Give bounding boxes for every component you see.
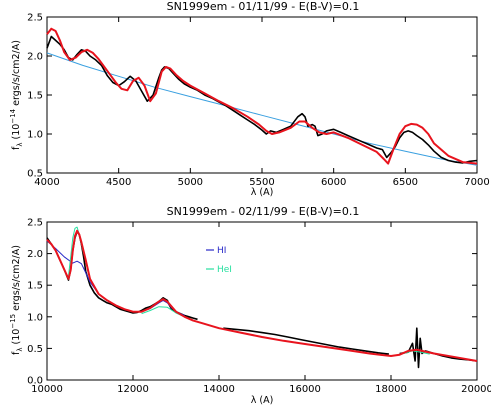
y-axis-symbol: f <box>11 351 22 355</box>
x-axis-ticks: 10000 12000 14000 16000 18000 20000 <box>31 222 491 395</box>
chart-title: SN1999em - 01/11/99 - E(B-V)=0.1 <box>167 0 360 13</box>
series-layer <box>46 226 478 369</box>
x-tick-label: 4000 <box>34 177 59 188</box>
x-tick-label: 5000 <box>178 177 203 188</box>
series-observed-segment-2 <box>223 327 389 355</box>
plot-frame <box>46 221 478 381</box>
y-tick-label: 1.0 <box>27 312 43 323</box>
y-axis-exponent: −15 <box>9 314 17 329</box>
series-continuum <box>46 52 478 166</box>
y-tick-label: 2.5 <box>27 13 43 24</box>
legend-label-hi: HI <box>217 246 226 256</box>
y-tick-label: 2.5 <box>27 218 43 229</box>
y-tick-label: 1.0 <box>27 130 43 141</box>
y-axis-ticks: 0.5 1.0 1.5 2.0 2.5 <box>27 13 477 180</box>
y-tick-label: 1.5 <box>27 91 43 102</box>
x-tick-label: 4500 <box>106 177 131 188</box>
y-axis-label: fλ (10−14 ergs/s/cm2/A) <box>9 40 24 150</box>
y-axis-units: ergs/s/cm2/A) <box>11 245 22 311</box>
y-axis-scale: (10 <box>11 329 22 345</box>
x-tick-label: 18000 <box>375 384 407 395</box>
x-tick-label: 7000 <box>464 177 489 188</box>
series-model <box>46 27 478 165</box>
y-axis-label: fλ (10−15 ergs/s/cm2/A) <box>9 245 24 355</box>
y-axis-subscript: λ <box>16 142 24 146</box>
y-tick-label: 0.5 <box>27 344 43 355</box>
spectrum-panel-infrared: SN1999em - 02/11/99 - E(B-V)=0.1 10000 12… <box>9 205 491 406</box>
legend: HI HeI <box>206 246 232 275</box>
y-tick-label: 0.5 <box>27 169 43 180</box>
x-tick-label: 16000 <box>289 384 321 395</box>
x-axis-ticks: 4000 4500 5000 5500 6000 6500 7000 <box>34 17 490 188</box>
y-tick-label: 1.5 <box>27 281 43 292</box>
spectrum-panel-optical: SN1999em - 01/11/99 - E(B-V)=0.1 4000 450… <box>9 0 490 198</box>
chart-title: SN1999em - 02/11/99 - E(B-V)=0.1 <box>167 205 360 218</box>
series-observed <box>46 35 478 164</box>
y-axis-symbol: f <box>11 146 22 150</box>
y-axis-subscript: λ <box>16 347 24 351</box>
y-tick-label: 2.0 <box>27 249 43 260</box>
y-axis-units: ergs/s/cm2/A) <box>11 40 22 106</box>
x-tick-label: 5500 <box>249 177 274 188</box>
x-axis-label: λ (A) <box>251 395 274 406</box>
x-tick-label: 6500 <box>393 177 418 188</box>
y-axis-ticks: 0.0 0.5 1.0 1.5 2.0 2.5 <box>27 218 477 387</box>
y-tick-label: 2.0 <box>27 52 43 63</box>
x-axis-label: λ (A) <box>251 187 274 198</box>
series-HeI-tail-2 <box>403 350 430 355</box>
x-tick-label: 12000 <box>117 384 149 395</box>
series-model <box>46 229 478 362</box>
y-tick-label: 0.0 <box>27 376 43 387</box>
x-tick-label: 20000 <box>461 384 491 395</box>
legend-label-hei: HeI <box>217 265 232 275</box>
series-observed-segment-3 <box>399 327 478 369</box>
y-axis-scale: (10 <box>11 124 22 140</box>
x-tick-label: 6000 <box>321 177 346 188</box>
series-layer <box>46 27 478 166</box>
plot-frame <box>46 16 478 174</box>
x-tick-label: 14000 <box>203 384 235 395</box>
y-axis-exponent: −14 <box>9 108 17 123</box>
x-tick-label: 10000 <box>31 384 63 395</box>
